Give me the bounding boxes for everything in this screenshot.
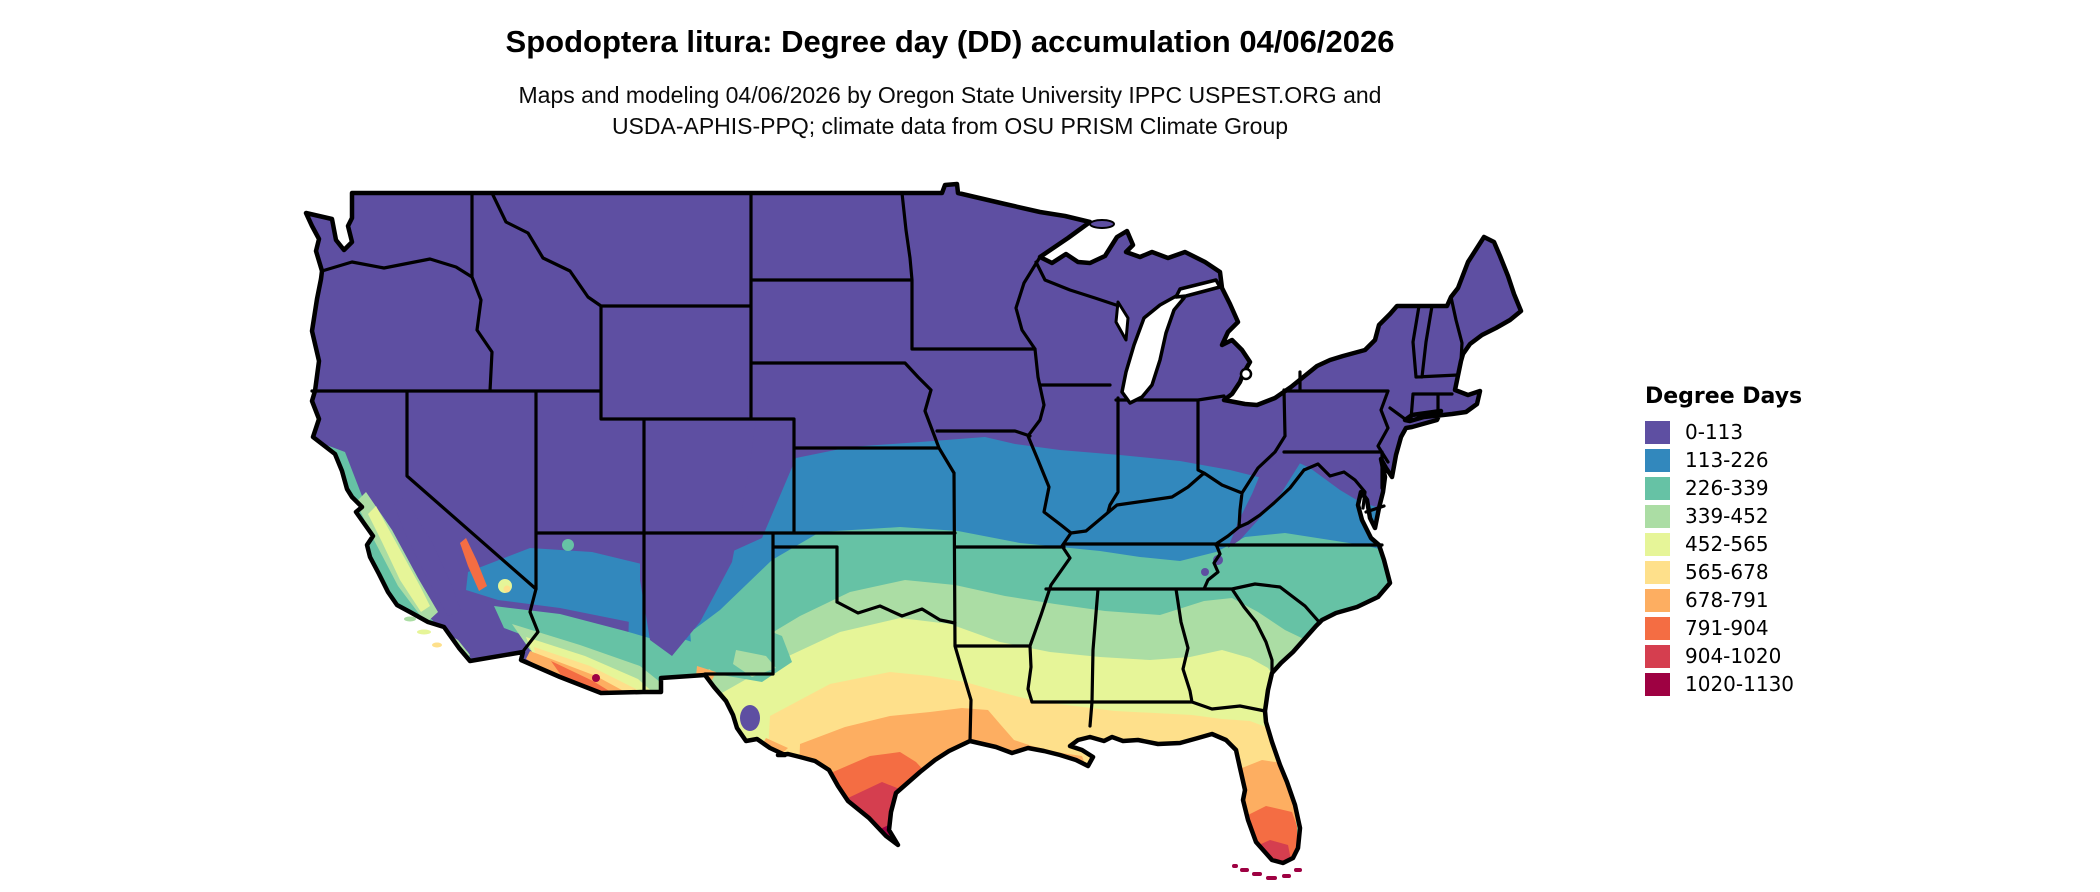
fill-death-valley: [460, 538, 487, 591]
florida-key: [1266, 876, 1277, 880]
florida-key: [1252, 872, 1262, 876]
legend-swatch: [1645, 448, 1670, 472]
lake-st-clair: [1239, 367, 1253, 381]
lake-michigan: [1120, 293, 1186, 405]
legend-label: 678-791: [1685, 588, 1769, 612]
legend-swatch: [1645, 672, 1670, 696]
legend-label: 0-113: [1685, 420, 1744, 444]
green-bay: [1114, 300, 1130, 342]
legend-label: 339-452: [1685, 504, 1769, 528]
legend-swatch: [1645, 560, 1670, 584]
channel-island: [404, 616, 416, 622]
fill-west-texas-339-452: [733, 650, 776, 677]
legend-label: 565-678: [1685, 560, 1769, 584]
legend-items: 0-113 113-226 226-339 339-452 452-565 565-678…: [1645, 418, 1802, 698]
legend-swatch: [1645, 588, 1670, 612]
florida-key: [1240, 868, 1249, 872]
legend-item: 339-452: [1645, 502, 1802, 530]
legend-item: 0-113: [1645, 418, 1802, 446]
legend-title: Degree Days: [1645, 384, 1803, 409]
isle-royale: [1089, 219, 1115, 229]
fill-st-george: [562, 539, 574, 551]
conus-outline: [303, 181, 1524, 866]
legend: Degree Days 0-113 113-226 226-339 339-452 45…: [1645, 384, 1802, 698]
legend-label: 226-339: [1685, 476, 1769, 500]
legend-label: 452-565: [1685, 532, 1769, 556]
legend-item: 1020-1130: [1645, 670, 1802, 698]
great-lakes: [1114, 278, 1253, 405]
fill-rockies-overlay: [640, 414, 757, 656]
fill-nevada-arizona-113-226: [466, 548, 692, 642]
legend-item: 904-1020: [1645, 642, 1802, 670]
florida-key: [1282, 874, 1291, 878]
degree-day-fill-layers: [306, 184, 1521, 863]
florida-key: [1232, 864, 1238, 868]
legend-swatch: [1645, 420, 1670, 444]
channel-islands: [404, 616, 442, 648]
header: Spodoptera litura: Degree day (DD) accum…: [0, 0, 1900, 142]
fill-delmarva-north-overlay: [1358, 452, 1385, 478]
legend-label: 791-904: [1685, 616, 1769, 640]
channel-island: [417, 629, 431, 635]
straits-of-mackinac: [1174, 278, 1222, 299]
legend-item: 678-791: [1645, 586, 1802, 614]
fill-davis-mountains-overlay: [740, 705, 760, 731]
legend-item: 226-339: [1645, 474, 1802, 502]
fill-las-vegas-inner: [503, 585, 511, 593]
florida-key: [1294, 868, 1302, 872]
legend-swatch: [1645, 532, 1670, 556]
subtitle-line-2: USDA-APHIS-PPQ; climate data from OSU PR…: [611, 113, 1289, 139]
legend-swatch: [1645, 504, 1670, 528]
legend-label: 904-1020: [1685, 644, 1782, 668]
legend-item: 113-226: [1645, 446, 1802, 474]
fill-smokies-overlay-2: [1201, 568, 1209, 576]
fill-central-valley-core: [368, 506, 430, 612]
legend-swatch: [1645, 616, 1670, 640]
legend-label: 1020-1130: [1685, 672, 1795, 696]
subtitle: Maps and modeling 04/06/2026 by Oregon S…: [0, 80, 1900, 142]
fill-texas-tip-904-1020: [845, 782, 908, 863]
legend-item: 452-565: [1645, 530, 1802, 558]
state-borders: [310, 191, 1464, 743]
legend-label: 113-226: [1685, 448, 1769, 472]
page-title: Spodoptera litura: Degree day (DD) accum…: [505, 24, 1395, 59]
legend-item: 791-904: [1645, 614, 1802, 642]
legend-swatch: [1645, 644, 1670, 668]
legend-item: 565-678: [1645, 558, 1802, 586]
fill-sierra-overlay: [394, 497, 461, 616]
channel-island: [432, 642, 442, 648]
fill-phoenix-hotspot: [592, 674, 600, 682]
legend-swatch: [1645, 476, 1670, 500]
florida-keys: [1232, 864, 1302, 880]
subtitle-line-1: Maps and modeling 04/06/2026 by Oregon S…: [518, 82, 1382, 108]
